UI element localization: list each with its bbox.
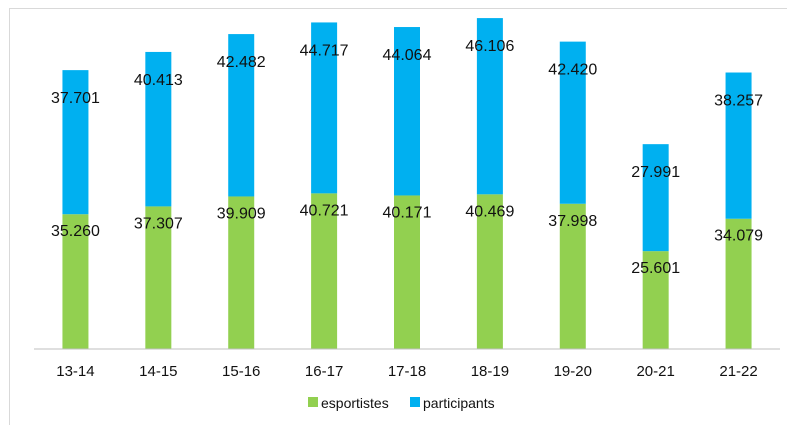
x-tick-label: 17-18 — [388, 363, 426, 380]
bar-participants — [559, 41, 586, 204]
data-label-participants: 38.257 — [714, 93, 763, 110]
bar-participants — [642, 144, 669, 252]
data-label-esportistes: 34.079 — [714, 228, 763, 245]
data-label-participants: 42.482 — [217, 54, 266, 71]
bar-esportistes — [476, 194, 503, 349]
bar-esportistes — [642, 251, 669, 349]
legend-swatch-participants — [410, 397, 420, 407]
data-label-participants: 37.701 — [51, 90, 100, 107]
x-tick-label: 16-17 — [305, 363, 343, 380]
bar-esportistes — [228, 196, 255, 349]
data-label-participants: 42.420 — [548, 62, 597, 79]
x-tick-label: 18-19 — [471, 363, 509, 380]
data-label-esportistes: 40.721 — [300, 202, 349, 219]
bar-participants — [62, 70, 89, 215]
x-tick-label: 13-14 — [56, 363, 94, 380]
x-tick-label: 20-21 — [636, 363, 674, 380]
data-label-esportistes: 25.601 — [631, 260, 680, 277]
chart-frame — [9, 8, 787, 425]
bar-esportistes — [62, 214, 89, 349]
bar-participants — [394, 27, 420, 196]
data-label-participants: 44.717 — [300, 42, 349, 59]
data-label-participants: 44.064 — [383, 47, 432, 64]
data-label-esportistes: 37.307 — [134, 215, 183, 232]
bar-participants — [725, 72, 752, 219]
data-label-esportistes: 39.909 — [217, 205, 266, 222]
legend-swatch-esportistes — [308, 397, 318, 407]
bar-esportistes — [311, 193, 338, 349]
legend-label-participants: participants — [423, 395, 495, 411]
bar-participants — [476, 18, 503, 195]
x-tick-label: 19-20 — [554, 363, 592, 380]
x-tick-label: 14-15 — [139, 363, 177, 380]
x-tick-label: 21-22 — [719, 363, 757, 380]
bar-esportistes — [559, 203, 586, 349]
bar-esportistes — [725, 218, 752, 349]
data-label-esportistes: 40.171 — [383, 204, 432, 221]
x-tick-label: 15-16 — [222, 363, 260, 380]
data-label-esportistes: 40.469 — [465, 203, 514, 220]
bar-participants — [228, 34, 255, 197]
bar-esportistes — [145, 206, 172, 349]
data-label-participants: 27.991 — [631, 164, 680, 181]
legend-label-esportistes: esportistes — [321, 395, 389, 411]
data-label-participants: 46.106 — [465, 38, 514, 55]
data-label-esportistes: 37.998 — [548, 213, 597, 230]
bar-participants — [145, 51, 172, 207]
bar-participants — [311, 22, 338, 194]
bar-esportistes — [394, 195, 420, 349]
data-label-esportistes: 35.260 — [51, 223, 100, 240]
data-label-participants: 40.413 — [134, 72, 183, 89]
